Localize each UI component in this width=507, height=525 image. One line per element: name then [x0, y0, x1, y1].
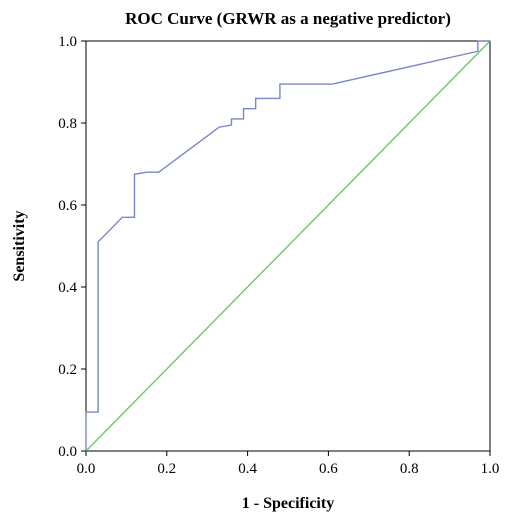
y-axis: 0.0 0.2 0.4 0.6 0.8 1.0 [58, 34, 86, 460]
x-tick-label: 0.6 [319, 461, 338, 477]
x-tick-label: 1.0 [481, 461, 500, 477]
x-tick-label: 0.8 [400, 461, 419, 477]
x-tick-label: 0.0 [77, 461, 96, 477]
y-axis-label: Sensitivity [11, 210, 28, 281]
x-axis: 0.0 0.2 0.4 0.6 0.8 1.0 [77, 451, 500, 477]
chart-title: ROC Curve (GRWR as a negative predictor) [125, 9, 451, 28]
x-axis-label: 1 - Specificity [242, 495, 334, 512]
series-layer [85, 40, 491, 452]
y-tick-label: 0.2 [58, 362, 77, 378]
y-tick-label: 0.0 [58, 444, 77, 460]
roc-curve-line [85, 40, 490, 451]
plot-frame [85, 40, 491, 452]
reference-diagonal-line [85, 40, 491, 452]
x-tick-label: 0.4 [238, 461, 257, 477]
y-tick-label: 0.4 [58, 280, 77, 296]
y-tick-label: 0.8 [58, 116, 77, 132]
x-tick-label: 0.2 [157, 461, 176, 477]
y-tick-label: 0.6 [58, 198, 77, 214]
y-tick-label: 1.0 [58, 34, 77, 50]
